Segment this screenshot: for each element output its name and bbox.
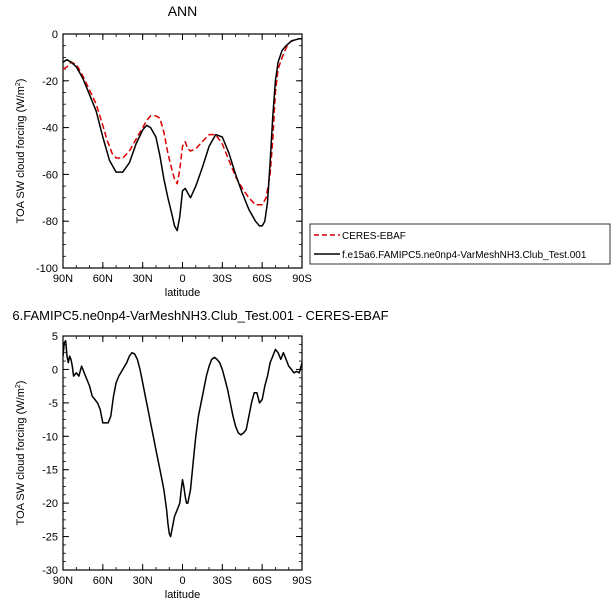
chart-title: 6.FAMIPC5.ne0np4-VarMeshNH3.Club_Test.00… <box>12 308 388 323</box>
x-tick-label: 0 <box>179 273 185 285</box>
y-tick-label: -15 <box>42 465 58 477</box>
legend-entry-1: CERES-EBAF <box>342 231 406 242</box>
x-tick-label: 90S <box>292 575 312 587</box>
chart-panel-2: 6.FAMIPC5.ne0np4-VarMeshNH3.Club_Test.00… <box>12 308 388 601</box>
x-tick-label: 60S <box>252 575 272 587</box>
x-tick-label: 30N <box>133 273 153 285</box>
y-tick-label: -100 <box>36 263 58 275</box>
legend: CERES-EBAF f.e15a6.FAMIPC5.ne0np4-VarMesh… <box>309 223 611 265</box>
x-tick-label: 90S <box>292 273 312 285</box>
y-tick-label: -40 <box>42 123 58 135</box>
x-tick-label: 60S <box>252 273 272 285</box>
x-tick-label: 90N <box>53 575 73 587</box>
series-line-1 <box>62 339 303 538</box>
x-axis-label: latitude <box>165 287 200 299</box>
x-tick-label: 90N <box>53 273 73 285</box>
y-axis-label: TOA SW cloud forcing (W/m2) <box>15 381 27 526</box>
x-axis-label: latitude <box>165 589 200 601</box>
legend-entry-2: f.e15a6.FAMIPC5.ne0np4-VarMeshNH3.Club_T… <box>342 250 587 261</box>
y-tick-label: -20 <box>42 76 58 88</box>
y-tick-label: -20 <box>42 498 58 510</box>
y-tick-label: 0 <box>52 364 58 376</box>
plot-frame <box>62 33 303 269</box>
y-tick-label: -25 <box>42 532 58 544</box>
series-line-2 <box>62 37 302 232</box>
y-tick-label: -10 <box>42 431 58 443</box>
y-tick-label: -80 <box>42 216 58 228</box>
x-tick-label: 30S <box>213 273 233 285</box>
x-tick-label: 0 <box>179 575 185 587</box>
x-tick-label: 60N <box>93 273 113 285</box>
chart-title: ANN <box>168 3 198 19</box>
y-tick-label: -30 <box>42 565 58 577</box>
y-tick-label: -5 <box>48 398 58 410</box>
y-tick-label: 0 <box>52 29 58 41</box>
legend-box <box>309 223 611 265</box>
series-line-1 <box>62 37 302 206</box>
plot-frame <box>62 335 303 571</box>
x-tick-label: 30N <box>133 575 153 587</box>
y-tick-label: -60 <box>42 169 58 181</box>
y-tick-label: 5 <box>52 331 58 343</box>
y-axis-label: TOA SW cloud forcing (W/m2) <box>15 79 27 224</box>
x-tick-label: 30S <box>213 575 233 587</box>
x-tick-label: 60N <box>93 575 113 587</box>
